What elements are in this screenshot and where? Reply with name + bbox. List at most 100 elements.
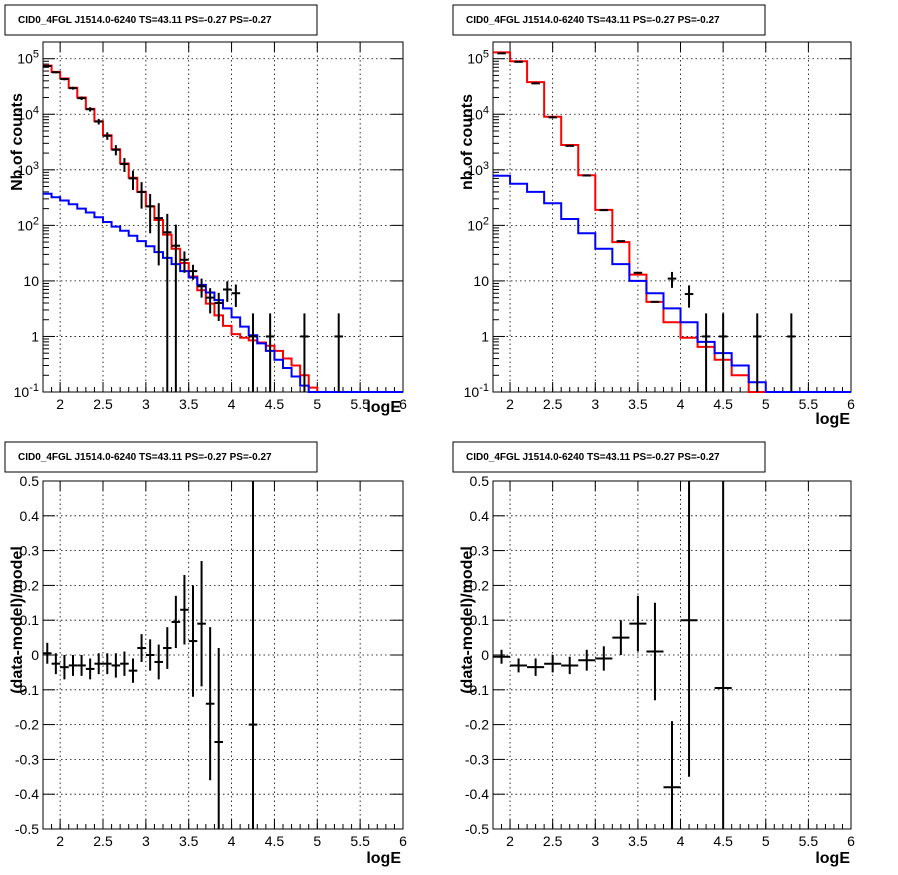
data-point [265,313,275,392]
data-point [527,658,545,676]
y-tick-label: 0.1 [470,612,490,628]
data-point [205,627,215,781]
title-box [452,441,766,473]
y-tick-label: 0.3 [470,543,490,559]
y-tick-label: -0.5 [15,821,39,837]
y-tick-label: -0.3 [15,751,39,767]
x-tick-label: 4.5 [265,833,285,849]
data-point [154,644,163,680]
title-box [4,441,318,473]
y-tick-label: 0.4 [470,508,490,524]
data-point [510,658,528,673]
exponent: 3 [483,160,489,172]
data-point [701,313,711,392]
title-box [4,4,318,36]
data-point [680,481,698,777]
x-tick-label: 6 [399,396,407,412]
chart-marks [43,64,403,393]
panel-bottom-right: CID0_4FGL J1514.0-6240 TS=43.11 PS=-0.27… [452,441,855,867]
data-point [223,281,232,302]
chart-title: CID0_4FGL J1514.0-6240 TS=43.11 PS=-0.27… [18,452,272,463]
x-tick-label: 5 [313,833,321,849]
exponent: 5 [33,49,39,61]
data-point [493,649,511,664]
data-point [103,132,112,140]
exponent: 2 [483,215,489,227]
x-tick-label: 5 [313,396,321,412]
y-tick-label: 0.4 [20,508,40,524]
data-point [214,292,223,321]
data-point [163,213,172,392]
x-tick-label: 2.5 [93,833,113,849]
data-point [145,193,155,234]
x-tick-label: 2 [506,396,514,412]
x-tick-label: 5.5 [350,396,370,412]
chart-title: CID0_4FGL J1514.0-6240 TS=43.11 PS=-0.27… [466,15,720,26]
y-tick-labels: -0.5 -0.4 -0.3 -0.2 -0.1 0 0.1 0.2 0.3 0.4 0.5 [15,473,39,837]
data-point [171,595,181,649]
y-tick-label: 0.2 [470,577,490,593]
x-tick-label: 6 [399,833,407,849]
gridlines [493,42,852,392]
gridlines [493,481,852,829]
data-point [163,627,172,669]
exponent: 4 [33,104,39,116]
x-tick-label: 4.5 [265,396,285,412]
x-tick-label: 4 [677,833,685,849]
y-axis-title: nb of counts [459,94,476,190]
data-point [60,77,69,81]
y-tick-labels: -0.5 -0.4 -0.3 -0.2 -0.1 0 0.1 0.2 0.3 0.4 0.5 [465,473,489,837]
x-axis-title: logE [815,850,850,867]
chart-marks [43,481,258,829]
data-point [85,107,95,112]
x-tick-label: 2 [506,833,514,849]
y-tick-label: 0 [481,647,489,663]
y-tick-label: -0.4 [15,786,39,802]
x-tick-label: 3 [591,833,599,849]
x-tick-label: 2.5 [543,396,563,412]
data-point [180,574,189,645]
data-point [684,285,694,308]
exponent: 3 [33,160,39,172]
data-point [180,251,189,273]
panel-top-right: CID0_4FGL J1514.0-6240 TS=43.11 PS=-0.27… [452,4,855,428]
x-tick-label: 2 [56,833,64,849]
y-axis-title: (data-model)/model [459,546,476,694]
data-point [120,158,129,172]
exponent: -1 [479,382,489,394]
x-tick-label: 3.5 [628,396,648,412]
axis-ticks [43,42,404,393]
x-tick-label: 6 [847,833,855,849]
exponent: 2 [33,215,39,227]
data-point [231,284,241,307]
x-tick-label: 4 [228,396,236,412]
y-tick-label: 1 [481,328,489,344]
data-point [51,71,61,74]
data-point [43,642,52,664]
data-point [94,118,103,125]
x-tick-label: 2.5 [543,833,563,849]
chart-marks [493,481,732,829]
y-tick-label: 10-1 [464,382,489,400]
y-tick-label: -0.4 [465,786,489,802]
data-point [60,655,69,680]
data-point [85,658,95,680]
x-tick-label: 4 [677,396,685,412]
x-tick-label: 5.5 [350,833,370,849]
x-tick-label: 5.5 [799,833,819,849]
x-tick-labels: 2 2.5 3 3.5 4 4.5 5 5.5 6 [506,833,855,849]
data-point [77,655,86,676]
data-point [544,655,562,673]
data-point [51,653,61,675]
chart-title: CID0_4FGL J1514.0-6240 TS=43.11 PS=-0.27… [466,452,720,463]
y-tick-label: 1 [31,328,39,344]
histogram-line-blue [493,174,851,393]
x-tick-label: 3 [142,396,150,412]
y-tick-label: 0.1 [20,612,40,628]
data-point [128,170,138,190]
y-tick-label: 10 [473,273,489,289]
y-tick-label: 10 [23,273,39,289]
data-point [94,653,103,675]
data-point [214,648,223,829]
